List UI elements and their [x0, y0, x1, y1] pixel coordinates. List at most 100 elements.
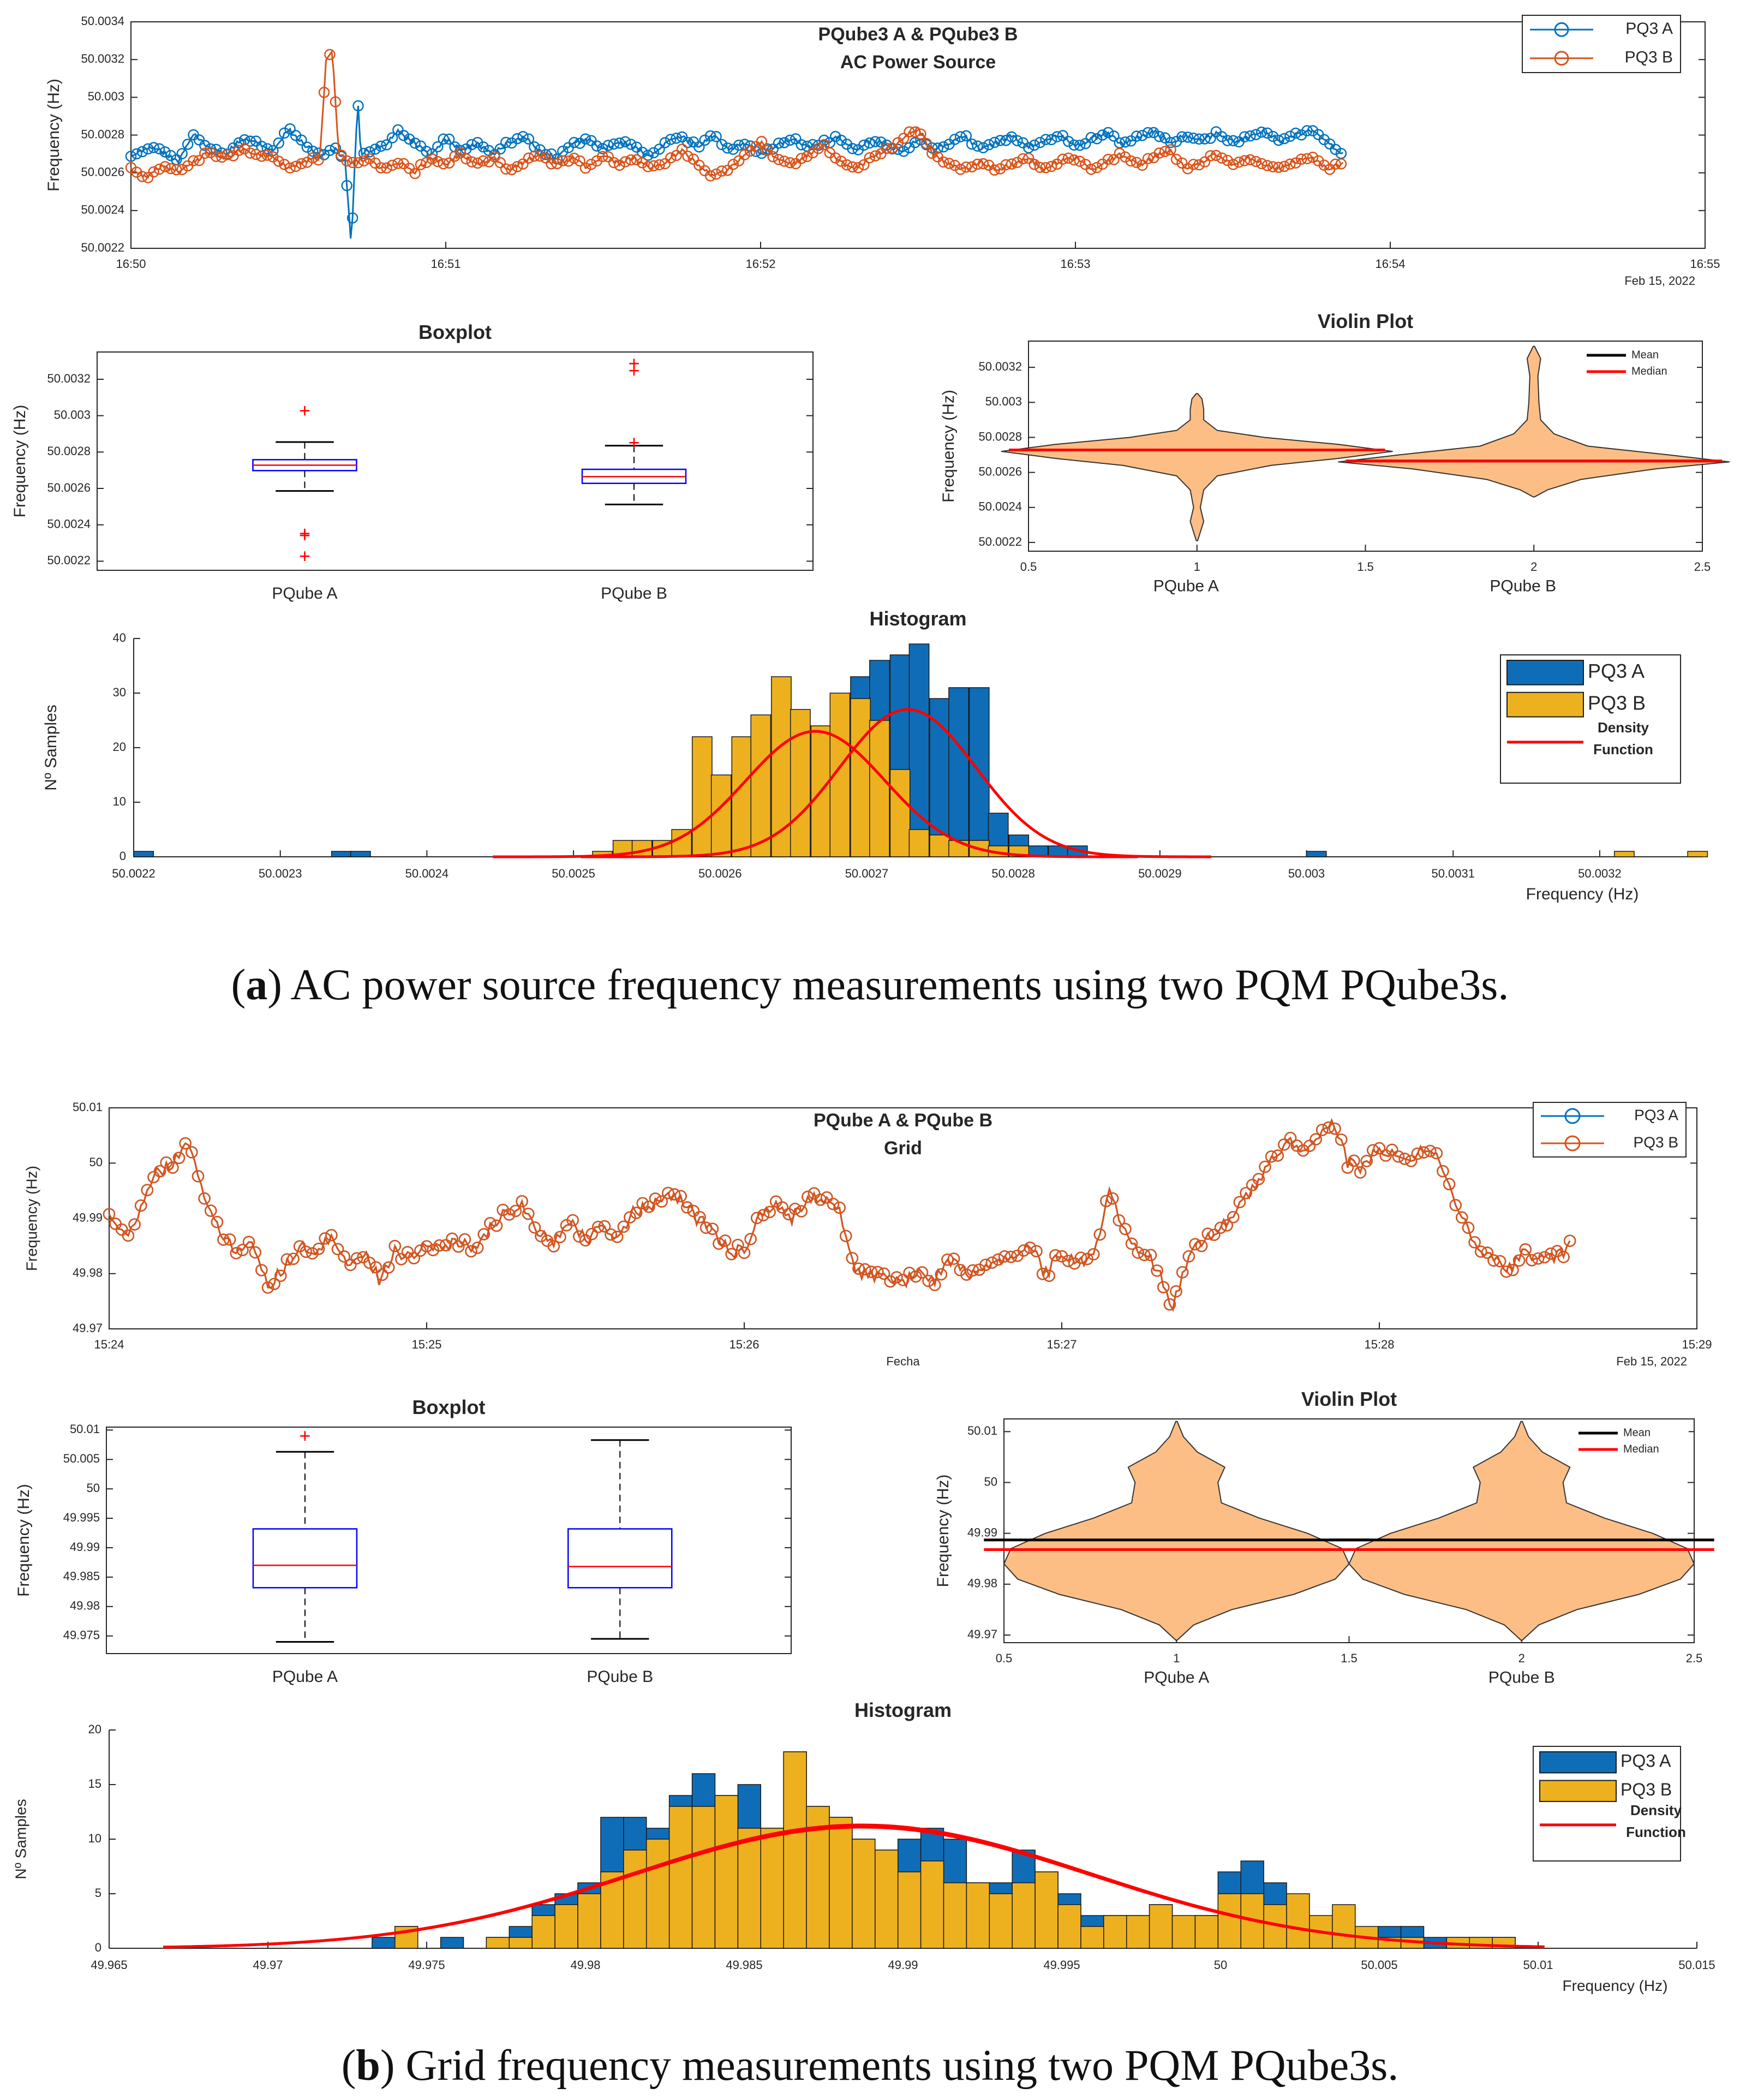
x-tick-label: 15:25: [411, 1338, 441, 1351]
y-tick-label: 10: [113, 795, 126, 808]
series-marker: [989, 164, 1001, 176]
series-marker: [471, 157, 483, 169]
series-marker: [233, 137, 245, 148]
y-axis-label: Nº Samples: [12, 1799, 29, 1879]
series-marker: [313, 154, 324, 166]
series-marker: [1012, 157, 1023, 168]
y-tick-label: 30: [113, 685, 126, 699]
series-marker: [779, 137, 790, 148]
x-tick-label: 15:28: [1364, 1338, 1394, 1351]
series-marker: [171, 164, 182, 176]
series-marker: [941, 1253, 954, 1266]
series-marker: [352, 100, 364, 112]
histogram-bar: [1614, 851, 1635, 857]
series-marker: [725, 1248, 738, 1261]
chart-title: Boxplot: [418, 321, 492, 343]
series-marker: [1085, 132, 1097, 144]
series-marker: [687, 1204, 700, 1218]
series-marker: [344, 1258, 357, 1272]
series-marker: [159, 146, 171, 158]
y-tick-label: 50.0022: [81, 241, 124, 254]
series-marker: [865, 1266, 878, 1278]
series-marker: [296, 158, 307, 170]
series-marker: [1074, 139, 1086, 151]
histogram-bar: [1149, 1904, 1173, 1949]
y-tick-label: 50.0026: [47, 481, 91, 494]
x-tick-label: 50.015: [1678, 1958, 1715, 1972]
series-marker: [966, 161, 978, 172]
series-marker: [763, 1206, 776, 1219]
legend-marker: [1564, 1135, 1581, 1152]
series-marker: [403, 133, 415, 145]
series-marker: [1273, 162, 1284, 173]
series-marker: [1255, 158, 1267, 170]
series-marker: [1074, 1251, 1087, 1264]
x-tick-label: 15:24: [94, 1338, 124, 1351]
y-tick-label: 50.0032: [81, 52, 124, 65]
series-pq3-b: [103, 1118, 1576, 1312]
y-tick-label: 50.01: [967, 1424, 997, 1437]
legend-entry: PQ3 B: [1588, 692, 1646, 714]
series-marker: [483, 145, 495, 157]
outlier-marker: +: [299, 522, 310, 545]
series-marker: [1187, 159, 1199, 170]
series-marker: [176, 148, 188, 159]
series-marker: [619, 156, 631, 168]
series-marker: [1193, 159, 1205, 171]
outlier-marker: +: [628, 359, 639, 381]
series-marker: [890, 1271, 903, 1284]
x-axis-label: Fecha: [886, 1355, 920, 1368]
series-marker: [1085, 163, 1097, 175]
series-marker: [821, 1191, 833, 1204]
series-marker: [829, 152, 841, 164]
y-tick-label: 50.0024: [47, 517, 91, 530]
series-pq3-a: [103, 1118, 1576, 1312]
series-marker: [375, 140, 387, 152]
x-tick-label: 16:55: [1690, 257, 1720, 271]
y-tick-label: 49.975: [63, 1628, 100, 1642]
x-tick-label: 2: [1530, 560, 1537, 574]
series-marker: [131, 148, 142, 160]
series-marker: [432, 141, 444, 153]
series-marker: [136, 171, 148, 182]
series-marker: [471, 1242, 484, 1254]
caption-b-letter: b: [356, 2042, 380, 2090]
series-marker: [465, 1245, 477, 1258]
series-marker: [977, 158, 989, 170]
series-marker: [869, 150, 881, 162]
series-marker: [376, 1268, 388, 1281]
histogram-bar: [968, 687, 990, 857]
series-marker: [141, 1184, 154, 1196]
histogram-bar: [920, 1860, 944, 1949]
series-marker: [1284, 130, 1296, 142]
series-marker: [1142, 153, 1154, 164]
series-marker: [1316, 1124, 1329, 1136]
series-marker: [1290, 127, 1301, 139]
series-marker: [835, 134, 847, 146]
y-tick-label: 20: [113, 740, 126, 754]
series-marker: [199, 140, 211, 151]
y-tick-label: 10: [88, 1831, 101, 1845]
y-axis-label: Frequency (Hz): [934, 1475, 952, 1588]
series-marker: [910, 1270, 922, 1283]
chart-title: Violin Plot: [1301, 1388, 1397, 1410]
series-marker: [937, 141, 949, 153]
y-tick-label: 49.97: [967, 1627, 997, 1641]
y-axis-label: Frequency (Hz): [11, 405, 29, 518]
y-tick-label: 50.0028: [47, 444, 91, 458]
series-marker: [1091, 133, 1103, 145]
series-marker: [414, 1244, 427, 1257]
series-marker: [773, 153, 785, 165]
series-marker: [682, 150, 693, 162]
series-marker: [1062, 135, 1074, 147]
series-marker: [1322, 1121, 1335, 1134]
series-marker: [722, 142, 733, 154]
series-marker: [369, 144, 381, 155]
series-marker: [166, 1161, 179, 1174]
series-marker: [466, 139, 478, 151]
series-marker: [1102, 153, 1114, 165]
series-marker: [1506, 1263, 1519, 1276]
series-marker: [1487, 1254, 1500, 1267]
x-category-label: PQube A: [1153, 577, 1219, 595]
series-marker: [503, 1208, 516, 1221]
